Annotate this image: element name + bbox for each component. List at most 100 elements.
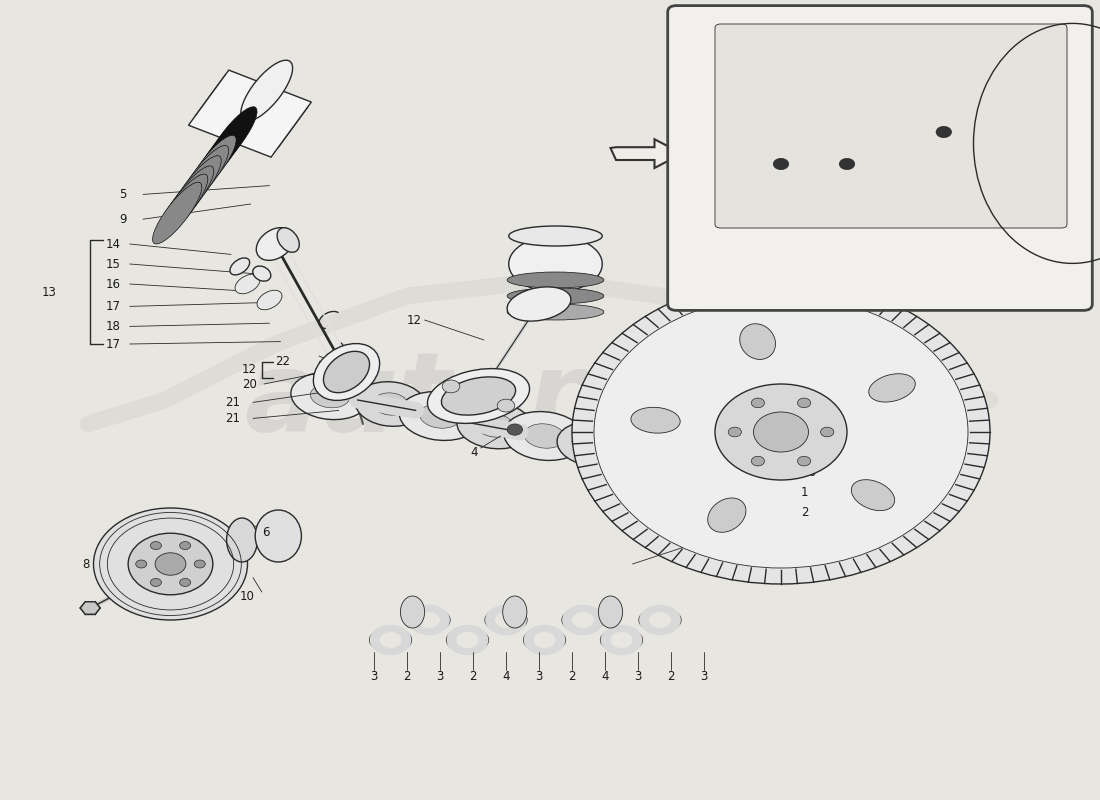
Ellipse shape [290, 372, 370, 420]
Text: 13: 13 [42, 286, 57, 298]
Ellipse shape [428, 369, 529, 423]
Text: 11: 11 [547, 298, 562, 310]
Circle shape [497, 399, 515, 412]
Polygon shape [188, 70, 311, 157]
Circle shape [179, 578, 190, 586]
Text: 3: 3 [536, 670, 542, 682]
Circle shape [179, 542, 190, 550]
Ellipse shape [310, 384, 350, 408]
Ellipse shape [575, 433, 613, 455]
Text: 20: 20 [242, 378, 257, 391]
Ellipse shape [187, 135, 236, 197]
Text: 2: 2 [668, 670, 674, 682]
Ellipse shape [619, 440, 657, 464]
Ellipse shape [507, 287, 571, 321]
Ellipse shape [230, 258, 250, 275]
Ellipse shape [707, 498, 746, 532]
Ellipse shape [314, 343, 380, 401]
Ellipse shape [208, 106, 257, 169]
FancyBboxPatch shape [715, 24, 1067, 228]
Wedge shape [639, 605, 681, 635]
Ellipse shape [179, 146, 229, 207]
Text: 18: 18 [106, 320, 121, 333]
Circle shape [715, 384, 847, 480]
Wedge shape [370, 625, 411, 655]
Circle shape [572, 280, 990, 584]
Ellipse shape [631, 407, 680, 433]
Ellipse shape [476, 414, 514, 437]
Text: 12: 12 [242, 363, 257, 376]
Text: 5: 5 [119, 188, 126, 201]
Ellipse shape [508, 226, 603, 246]
Circle shape [728, 427, 741, 437]
Circle shape [151, 578, 162, 586]
Circle shape [751, 398, 764, 408]
Circle shape [128, 533, 213, 595]
Text: 17: 17 [106, 300, 121, 313]
Text: 10: 10 [240, 590, 255, 602]
Text: 24: 24 [913, 275, 927, 285]
Text: 9: 9 [119, 213, 126, 226]
Circle shape [821, 427, 834, 437]
Text: 3: 3 [701, 670, 707, 682]
Ellipse shape [201, 115, 251, 177]
Circle shape [94, 508, 248, 620]
Text: 12: 12 [407, 314, 422, 326]
Circle shape [839, 158, 855, 170]
Text: 17: 17 [106, 338, 121, 350]
Text: autoparts: autoparts [244, 346, 856, 454]
Wedge shape [601, 625, 642, 655]
Text: 21: 21 [226, 412, 241, 425]
Ellipse shape [399, 391, 481, 441]
Wedge shape [524, 625, 565, 655]
Ellipse shape [323, 351, 370, 393]
Ellipse shape [456, 402, 534, 449]
Circle shape [936, 126, 952, 138]
Ellipse shape [598, 596, 623, 628]
Text: 26: 26 [801, 466, 816, 478]
Ellipse shape [373, 393, 408, 415]
Ellipse shape [165, 166, 213, 228]
Text: 3: 3 [635, 670, 641, 682]
FancyBboxPatch shape [668, 6, 1092, 310]
Wedge shape [408, 605, 450, 635]
Circle shape [135, 560, 146, 568]
Text: 15: 15 [106, 258, 121, 270]
Ellipse shape [255, 510, 301, 562]
Ellipse shape [869, 374, 915, 402]
Text: 2: 2 [404, 670, 410, 682]
Text: 2: 2 [470, 670, 476, 682]
Ellipse shape [504, 411, 585, 461]
Text: 16: 16 [106, 278, 121, 290]
Circle shape [155, 553, 186, 575]
Ellipse shape [441, 377, 516, 415]
Circle shape [195, 560, 206, 568]
Text: 22: 22 [275, 355, 290, 368]
Ellipse shape [241, 60, 293, 121]
Ellipse shape [227, 518, 257, 562]
Ellipse shape [195, 125, 243, 187]
Ellipse shape [235, 274, 260, 294]
Text: 4: 4 [503, 670, 509, 682]
Circle shape [507, 424, 522, 435]
Ellipse shape [153, 182, 201, 244]
Text: 3: 3 [371, 670, 377, 682]
Ellipse shape [172, 156, 221, 218]
Ellipse shape [355, 382, 426, 426]
Text: 4: 4 [602, 670, 608, 682]
Text: 6: 6 [262, 526, 270, 538]
Ellipse shape [257, 290, 282, 310]
Text: 24: 24 [726, 275, 740, 285]
Circle shape [751, 456, 764, 466]
Wedge shape [485, 605, 527, 635]
Ellipse shape [507, 304, 604, 320]
Ellipse shape [524, 424, 565, 448]
Polygon shape [610, 139, 682, 168]
Circle shape [798, 456, 811, 466]
Text: 14: 14 [106, 238, 121, 250]
Circle shape [798, 398, 811, 408]
Circle shape [442, 380, 460, 393]
Ellipse shape [277, 228, 299, 252]
Ellipse shape [253, 266, 271, 281]
Circle shape [773, 158, 789, 170]
